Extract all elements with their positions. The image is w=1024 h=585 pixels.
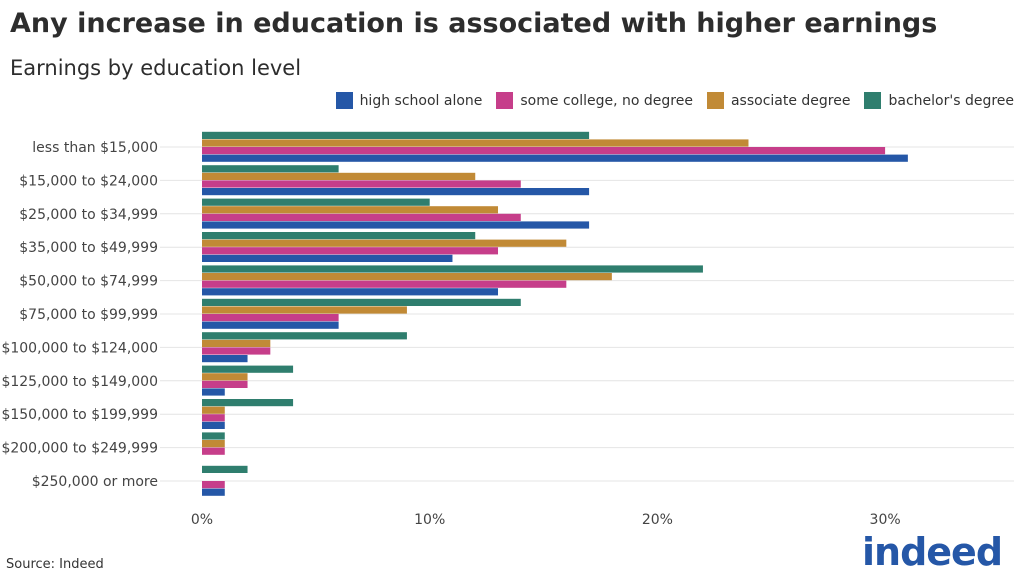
bar-bachelor-s-degree [202,399,294,407]
bar-bachelor-s-degree [202,432,225,440]
bar-some-college-no-degree [202,147,886,155]
bar-some-college-no-degree [202,481,225,489]
legend-label: bachelor's degree [888,92,1014,109]
category-label: $250,000 or more [32,474,158,490]
legend-label: associate degree [730,92,851,109]
bar-bachelor-s-degree [202,465,248,473]
bar-associate-degree [202,273,612,281]
bar-high-school-alone [202,221,590,229]
legend-swatch [864,92,882,109]
bar-some-college-no-degree [202,247,499,255]
legend-swatch [706,92,724,109]
bar-bachelor-s-degree [202,131,590,139]
category-label: $200,000 to $249,999 [1,441,158,457]
legend-swatch [496,92,514,109]
bar-associate-degree [202,206,499,214]
bar-high-school-alone [202,355,248,363]
bar-some-college-no-degree [202,280,567,288]
bar-high-school-alone [202,321,339,329]
category-label: $15,000 to $24,000 [19,173,158,189]
bar-some-college-no-degree [202,447,225,455]
chart-subtitle: Earnings by education level [10,56,302,80]
legend-item: bachelor's degree [864,92,1014,109]
bar-some-college-no-degree [202,180,521,188]
legend-label: some college, no degree [520,92,693,109]
bar-some-college-no-degree [202,213,521,221]
bar-high-school-alone [202,254,453,262]
bar-associate-degree [202,306,407,314]
category-label: $125,000 to $149,000 [1,374,158,390]
category-label: $35,000 to $49,999 [19,240,158,256]
bar-associate-degree [202,239,567,247]
bar-associate-degree [202,139,749,147]
bar-associate-degree [202,172,476,180]
bar-bachelor-s-degree [202,298,521,306]
bar-high-school-alone [202,154,908,162]
category-label: $50,000 to $74,999 [19,274,158,290]
bar-high-school-alone [202,421,225,429]
category-label: $150,000 to $199,999 [1,407,158,423]
bar-high-school-alone [202,188,590,196]
bar-bachelor-s-degree [202,165,339,173]
bar-some-college-no-degree [202,414,225,422]
bar-high-school-alone [202,488,225,496]
bar-bachelor-s-degree [202,365,294,373]
bar-some-college-no-degree [202,314,339,322]
legend-item: associate degree [706,92,851,109]
chart-title: Any increase in education is associated … [10,8,938,39]
bar-associate-degree [202,406,225,414]
legend-item: some college, no degree [496,92,693,109]
category-label: $25,000 to $34,999 [19,207,158,223]
bar-bachelor-s-degree [202,332,407,340]
legend-swatch [335,92,353,109]
bar-some-college-no-degree [202,380,248,388]
bar-associate-degree [202,339,271,347]
bar-high-school-alone [202,388,225,396]
bar-bachelor-s-degree [202,265,703,273]
x-tick-label: 30% [870,512,901,528]
legend: high school alone some college, no degree… [335,92,1014,109]
bar-associate-degree [202,373,248,381]
bar-high-school-alone [202,288,499,296]
legend-label: high school alone [359,92,483,109]
x-tick-label: 10% [414,512,445,528]
bar-bachelor-s-degree [202,198,430,206]
bar-associate-degree [202,440,225,448]
bar-some-college-no-degree [202,347,271,355]
indeed-logo: indeed [862,530,1003,574]
source-note: Source: Indeed [6,557,104,572]
legend-item: high school alone [335,92,483,109]
category-label: less than $15,000 [32,140,158,156]
category-label: $75,000 to $99,999 [19,307,158,323]
x-tick-label: 0% [191,512,213,528]
category-label: $100,000 to $124,000 [1,340,158,356]
bar-bachelor-s-degree [202,232,476,240]
x-tick-label: 20% [642,512,673,528]
